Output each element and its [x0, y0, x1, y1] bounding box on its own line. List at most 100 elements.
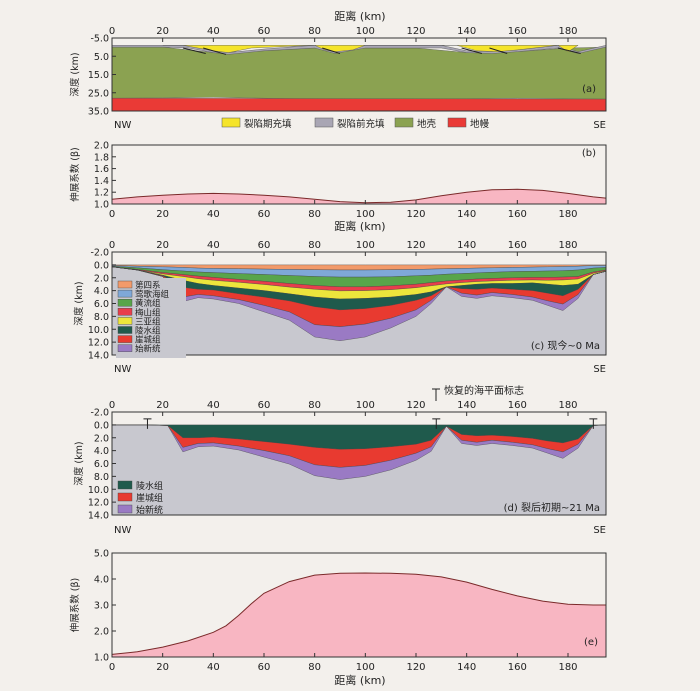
fault-line [182, 47, 206, 54]
x-tick-label: 100 [356, 240, 375, 251]
y-tick-label: -2.0 [90, 408, 109, 419]
y-tick-label: 14.0 [88, 351, 109, 362]
x-tick-label: 140 [457, 26, 476, 37]
legend-label: 第四系 [135, 280, 161, 291]
panel-label: (b) [582, 148, 596, 159]
legend-label: 地壳 [417, 118, 437, 130]
y-tick-label: 1.2 [94, 188, 109, 199]
y-tick-label: 10.0 [88, 485, 109, 496]
x-tick-label: 60 [258, 240, 271, 251]
y-tick-label: 12.0 [88, 338, 109, 349]
se-label: SE [593, 525, 606, 536]
y-tick-label: 1.8 [94, 152, 109, 163]
layer-syn-rift-fill [162, 45, 579, 53]
y-tick-label: 35.0 [88, 107, 109, 118]
x-tick-label: 100 [356, 400, 375, 411]
sea-level-marker [589, 418, 598, 429]
y-axis-label: 深度 (km) [69, 52, 81, 96]
layer-crust [111, 46, 607, 101]
fault-line [322, 47, 341, 54]
x-axis-label: 距离 (km) [334, 9, 385, 23]
legend-label: 陵水组 [135, 326, 161, 337]
y-tick-label: 0.0 [94, 420, 109, 431]
fault-line [203, 47, 227, 55]
x-tick-label: 40 [207, 240, 220, 251]
nw-label: NW [114, 364, 131, 375]
x-tick-label: 20 [156, 240, 169, 251]
y-tick-label: 2.0 [94, 627, 109, 638]
legend-swatch [447, 117, 467, 128]
x-tick-label: 0 [109, 400, 115, 411]
plot-frame [111, 144, 607, 205]
x-tick-label: 20 [156, 400, 169, 411]
x-tick-label: 140 [457, 209, 476, 220]
panel-label: (c) 现今~0 Ma [531, 339, 600, 352]
legend-label: 陵水组 [136, 480, 163, 492]
y-tick-label: 5.0 [94, 52, 109, 63]
x-tick-label: 60 [258, 400, 271, 411]
x-tick-label: 160 [508, 26, 527, 37]
legend-label: 裂陷期充填 [244, 118, 292, 130]
x-tick-label: 120 [406, 662, 425, 673]
x-tick-label: 180 [558, 209, 577, 220]
x-tick-label: 180 [558, 26, 577, 37]
x-tick-label: 100 [356, 26, 375, 37]
legend-swatch [117, 280, 133, 289]
panel-label: (a) [582, 84, 596, 95]
sea-level-legend-icon [432, 388, 440, 401]
x-tick-label: 140 [457, 662, 476, 673]
legend-swatch [221, 117, 241, 128]
y-tick-label: 0.0 [94, 260, 109, 271]
legend-label: 裂陷前充填 [337, 118, 385, 130]
y-tick-label: 15.0 [88, 70, 109, 81]
fault-line [461, 47, 482, 54]
legend-label: 三亚组 [135, 316, 161, 327]
legend-label: 地幔 [470, 118, 490, 130]
x-tick-label: 80 [308, 400, 321, 411]
legend-swatch [117, 480, 133, 490]
y-tick-label: -5.0 [90, 34, 109, 45]
legend-swatch [117, 492, 133, 502]
beta-area [112, 189, 606, 204]
legend-swatch [314, 117, 334, 128]
x-tick-label: 20 [156, 209, 169, 220]
x-tick-label: 160 [508, 209, 527, 220]
legend-swatch [117, 344, 133, 352]
panel-a: 0 20 40 60 80 100 120 140 160 180 -5.0 5.0 15.0 25.0 3… [69, 9, 607, 131]
y-tick-label: 1.0 [94, 200, 109, 211]
y-tick-label: 14.0 [88, 511, 109, 522]
x-tick-label: 120 [406, 400, 425, 411]
sea-level-marker [432, 418, 441, 429]
legend-label: 黄流组 [135, 298, 161, 309]
legend-label: 梅山组 [135, 307, 161, 318]
fault-line [489, 47, 508, 54]
y-axis-label: 伸展系数 (β) [69, 147, 81, 202]
legend-swatch [394, 117, 414, 128]
y-tick-label: 2.0 [94, 433, 109, 444]
x-tick-label: 120 [406, 209, 425, 220]
legend-swatch [117, 504, 133, 514]
x-tick-label: 0 [109, 240, 115, 251]
legend-label: 崖城组 [136, 492, 163, 504]
y-tick-label: 12.0 [88, 498, 109, 509]
x-tick-label: 120 [406, 26, 425, 37]
panel-label: (d) 裂后初期~21 Ma [504, 501, 600, 514]
legend-swatch [117, 289, 133, 298]
x-tick-label: 0 [109, 662, 115, 673]
legend-label: 始新统 [136, 504, 163, 516]
y-tick-label: 4.0 [94, 446, 109, 457]
x-tick-label: 20 [156, 662, 169, 673]
sea-level-marker [143, 418, 152, 429]
x-tick-label: 180 [558, 240, 577, 251]
x-tick-label: 100 [356, 662, 375, 673]
legend-label: 崖城组 [135, 335, 161, 346]
sea-level-annotation: 恢复的海平面标志 [444, 384, 524, 397]
panel-label: (e) [584, 637, 598, 648]
x-tick-label: 40 [207, 26, 220, 37]
nw-label: NW [114, 525, 131, 536]
x-tick-label: 80 [308, 662, 321, 673]
x-tick-label: 160 [508, 662, 527, 673]
y-tick-label: 2.0 [94, 141, 109, 152]
se-label: SE [593, 364, 606, 375]
